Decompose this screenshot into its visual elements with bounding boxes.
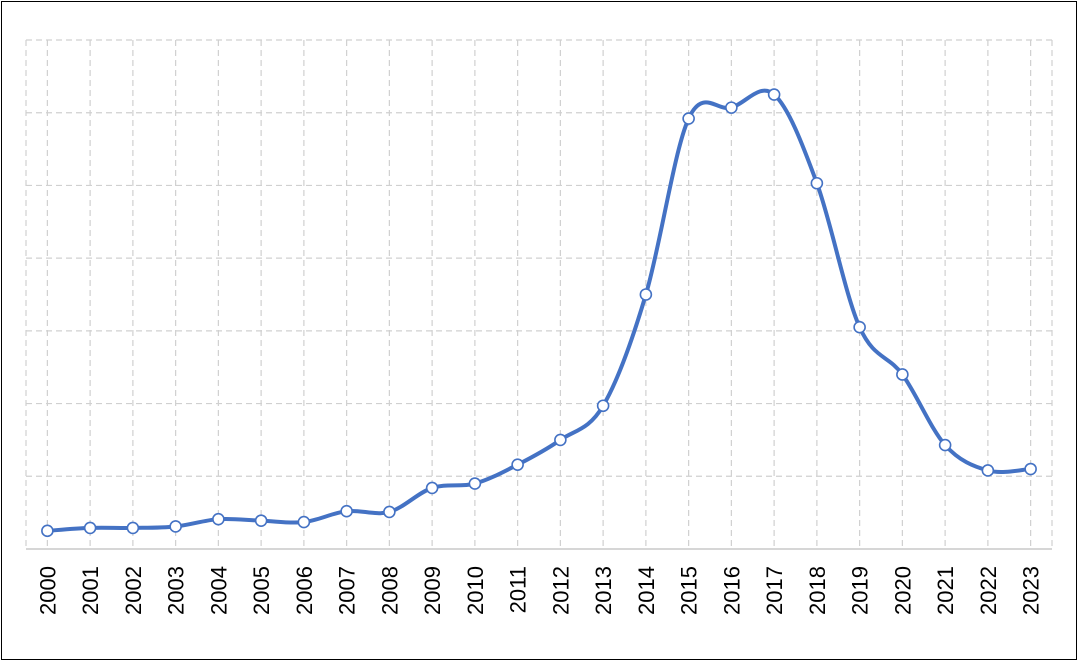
data-point-marker — [126, 521, 140, 535]
data-point-marker — [1024, 462, 1037, 476]
x-tick-label: 2016 — [719, 566, 744, 615]
x-tick-label: 2013 — [591, 566, 616, 615]
x-tick-label: 2007 — [335, 566, 360, 615]
data-point-marker — [468, 477, 482, 490]
x-tick-label: 2019 — [848, 566, 873, 615]
data-point-marker — [83, 521, 97, 535]
x-tick-label: 2010 — [463, 566, 488, 615]
x-tick-label: 2020 — [890, 566, 915, 615]
series-line — [45, 88, 1033, 533]
x-tick-label: 2018 — [805, 566, 830, 615]
data-point-marker — [639, 288, 653, 301]
x-tick-label: 2004 — [206, 566, 231, 615]
x-tick-labels: 2000 2001 2002 2003 2004 2005 2006 2007 2008 2009… — [35, 566, 1043, 615]
x-tick-label: 2012 — [548, 566, 573, 615]
x-tick-label: 2002 — [121, 566, 146, 615]
data-point-marker — [383, 505, 396, 519]
x-tick-label: 2017 — [762, 566, 787, 615]
x-tick-label: 2000 — [35, 566, 60, 615]
data-point-marker — [297, 515, 311, 529]
data-point-marker — [169, 520, 182, 533]
data-point-marker — [41, 524, 54, 538]
data-point-marker — [425, 481, 439, 495]
data-point-marker — [554, 433, 567, 447]
x-tick-label: 2011 — [506, 566, 531, 613]
data-point-marker — [254, 514, 268, 527]
data-point-marker — [896, 368, 909, 381]
x-tick-label: 2008 — [377, 566, 402, 615]
x-tick-label: 2015 — [677, 566, 702, 615]
x-tick-label: 2021 — [933, 566, 958, 615]
data-point-marker — [810, 176, 824, 190]
x-tick-label: 2023 — [1019, 566, 1044, 615]
data-point-marker — [511, 458, 524, 471]
data-point-marker — [853, 320, 866, 334]
x-tick-label: 2003 — [164, 566, 189, 615]
data-point-marker — [767, 88, 781, 101]
x-tick-label: 2006 — [292, 566, 317, 615]
x-tick-label: 2005 — [249, 566, 274, 615]
marker-group — [41, 88, 1037, 538]
data-point-marker — [981, 464, 995, 477]
x-tick-label: 2014 — [634, 566, 659, 615]
x-tick-label: 2022 — [976, 566, 1001, 615]
data-point-marker — [596, 399, 610, 413]
x-tick-label: 2009 — [420, 566, 445, 615]
x-tick-label: 2001 — [78, 566, 103, 615]
data-point-marker — [725, 101, 738, 114]
data-point-marker — [938, 438, 952, 452]
data-point-marker — [212, 512, 225, 526]
series-group — [45, 88, 1033, 533]
data-point-marker — [682, 112, 695, 125]
grid-lines — [25, 39, 1053, 549]
data-point-marker — [340, 504, 353, 518]
